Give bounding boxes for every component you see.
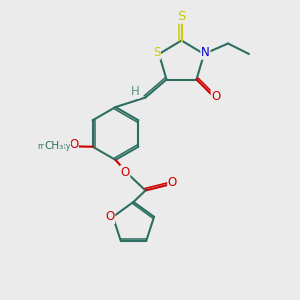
Text: N: N [201,46,210,59]
Text: methoxy: methoxy [37,142,71,151]
Text: S: S [153,46,160,59]
Text: H: H [130,85,140,98]
Text: S: S [177,10,186,23]
Text: O: O [212,89,220,103]
Text: CH₃: CH₃ [44,141,64,152]
Text: O: O [105,210,115,223]
Text: O: O [69,138,78,152]
Text: O: O [168,176,177,190]
Text: O: O [121,166,130,179]
